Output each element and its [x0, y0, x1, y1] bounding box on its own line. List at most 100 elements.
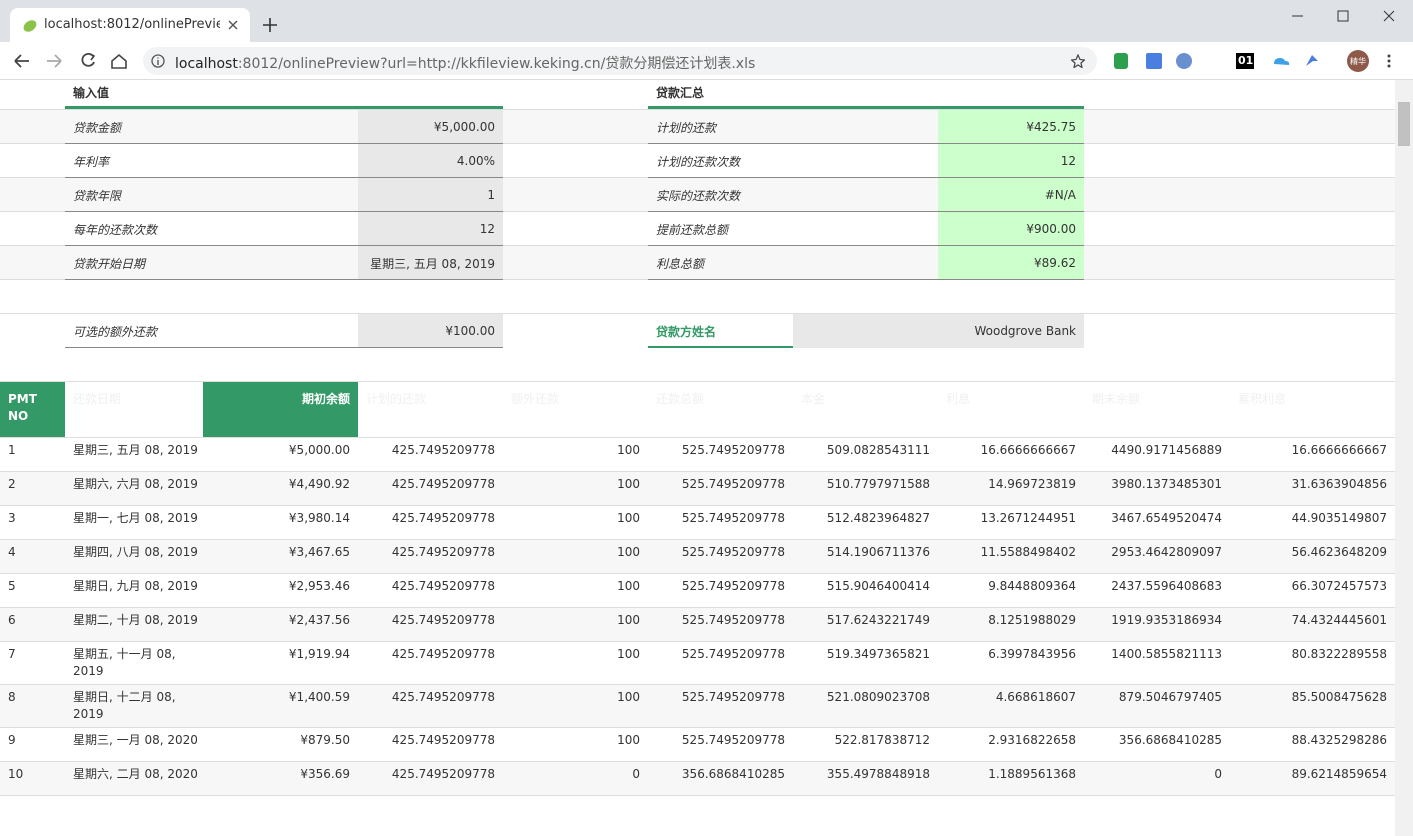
cell: 星期六, 六月 08, 2019 — [65, 471, 203, 506]
rule — [65, 143, 503, 144]
cell: 星期一, 七月 08, 2019 — [65, 505, 203, 540]
cell: 80.8322289558 — [1230, 641, 1395, 685]
cell: 4490.9171456889 — [1084, 437, 1230, 472]
omnibox[interactable]: localhost:8012/onlinePreview?url=http://… — [143, 47, 1097, 75]
summary-value: #N/A — [938, 178, 1084, 212]
cell: 521.0809023708 — [793, 684, 938, 728]
cell: 510.7797971588 — [793, 471, 938, 506]
cell: 514.1906711376 — [793, 539, 938, 574]
new-tab[interactable] — [263, 18, 277, 32]
input-title: 输入值 — [73, 86, 110, 100]
rule — [0, 313, 1395, 314]
cell: 879.5046797405 — [1084, 684, 1230, 728]
column-header: 还款总额 — [648, 382, 793, 438]
cell: 100 — [503, 505, 648, 540]
rule — [648, 106, 1084, 109]
input-value: 12 — [358, 212, 503, 246]
summary-label: 实际的还款次数 — [656, 188, 741, 203]
input-label: 贷款金额 — [73, 120, 122, 135]
lender-value: Woodgrove Bank — [793, 314, 1084, 348]
cell: 1 — [0, 437, 65, 472]
ext-bird[interactable] — [1304, 52, 1320, 70]
cell: 3 — [0, 505, 65, 540]
window-controls[interactable] — [1290, 8, 1400, 24]
schedule: PMT NO 还款日期 期初余额 计划的还款 额外还款 还款总额 本金 利息 期末余额 累积利息 1… — [0, 382, 1395, 796]
star[interactable] — [1071, 54, 1085, 68]
cell: ¥1,919.94 — [203, 641, 358, 685]
cell: 525.7495209778 — [648, 641, 793, 685]
favicon — [23, 20, 37, 32]
menu[interactable] — [1386, 53, 1392, 69]
cell: 522.817838712 — [793, 727, 938, 762]
cell: ¥2,953.46 — [203, 573, 358, 608]
rule — [648, 346, 793, 348]
cell: 425.7495209778 — [358, 607, 503, 642]
summary-label: 计划的还款次数 — [656, 154, 741, 169]
nav-buttons[interactable] — [12, 52, 132, 70]
row-bg — [0, 110, 1395, 144]
rule — [648, 245, 1084, 246]
cell: 425.7495209778 — [358, 727, 503, 762]
input-value: 1 — [358, 178, 503, 212]
ext-badge: 01 — [1238, 54, 1254, 67]
cell: 星期日, 十二月 08, 2019 — [65, 684, 203, 728]
cell: 525.7495209778 — [648, 539, 793, 574]
cell: 56.4623648209 — [1230, 539, 1395, 574]
cell: 3467.6549520474 — [1084, 505, 1230, 540]
cell: 8 — [0, 684, 65, 728]
rule — [648, 177, 1084, 178]
rule — [648, 143, 1084, 144]
cell: 星期日, 九月 08, 2019 — [65, 573, 203, 608]
scroll-thumb[interactable] — [1398, 102, 1410, 146]
cell: 356.6868410285 — [648, 761, 793, 796]
input-value: 4.00% — [358, 144, 503, 178]
cell: 525.7495209778 — [648, 727, 793, 762]
cell: 525.7495209778 — [648, 471, 793, 506]
cell: 星期二, 十月 08, 2019 — [65, 607, 203, 642]
cell: 425.7495209778 — [358, 505, 503, 540]
input-label: 贷款开始日期 — [73, 256, 146, 271]
cell: 13.2671244951 — [938, 505, 1084, 540]
cell: 2 — [0, 471, 65, 506]
cell: 31.6363904856 — [1230, 471, 1395, 506]
cell: 100 — [503, 539, 648, 574]
column-header: 累积利息 — [1230, 382, 1395, 438]
tab-close[interactable] — [228, 20, 238, 30]
cell: 4.668618607 — [938, 684, 1084, 728]
schedule-row: 2 星期六, 六月 08, 2019 ¥4,490.92 425.7495209778… — [0, 471, 1395, 506]
column-header: 还款日期 — [65, 382, 203, 438]
cell: 星期四, 八月 08, 2019 — [65, 539, 203, 574]
cell: 0 — [503, 761, 648, 796]
url-host: localhost — [175, 56, 238, 72]
cell: ¥3,467.65 — [203, 539, 358, 574]
summary-label: 计划的还款 — [656, 120, 717, 135]
input-label: 每年的还款次数 — [73, 222, 158, 237]
rule — [65, 211, 503, 212]
cell: 2953.4642809097 — [1084, 539, 1230, 574]
cell: 425.7495209778 — [358, 684, 503, 728]
scrollbar[interactable] — [1395, 80, 1413, 836]
summary-value: ¥89.62 — [938, 246, 1084, 280]
cell: ¥2,437.56 — [203, 607, 358, 642]
schedule-row: 7 星期五, 十一月 08, 2019 ¥1,919.94 425.749520977… — [0, 641, 1395, 685]
input-value: ¥5,000.00 — [358, 110, 503, 144]
extensions[interactable] — [1112, 52, 1292, 70]
cell: 1919.9353186934 — [1084, 607, 1230, 642]
tab[interactable]: localhost:8012/onlinePreview? — [10, 8, 250, 42]
extra-label: 可选的额外还款 — [73, 324, 158, 339]
rule — [0, 381, 1395, 382]
profile[interactable]: 精华 — [1347, 50, 1369, 72]
extra-value: ¥100.00 — [358, 314, 503, 348]
cell: 9.8448809364 — [938, 573, 1084, 608]
cell: 425.7495209778 — [358, 641, 503, 685]
cell: 425.7495209778 — [358, 573, 503, 608]
cell: 74.4324445601 — [1230, 607, 1395, 642]
cell: 7 — [0, 641, 65, 685]
cell: 6 — [0, 607, 65, 642]
url: localhost:8012/onlinePreview?url=http://… — [175, 53, 755, 73]
cell: 100 — [503, 684, 648, 728]
cell: 100 — [503, 641, 648, 685]
cell: 16.6666666667 — [1230, 437, 1395, 472]
rule — [648, 279, 1084, 280]
